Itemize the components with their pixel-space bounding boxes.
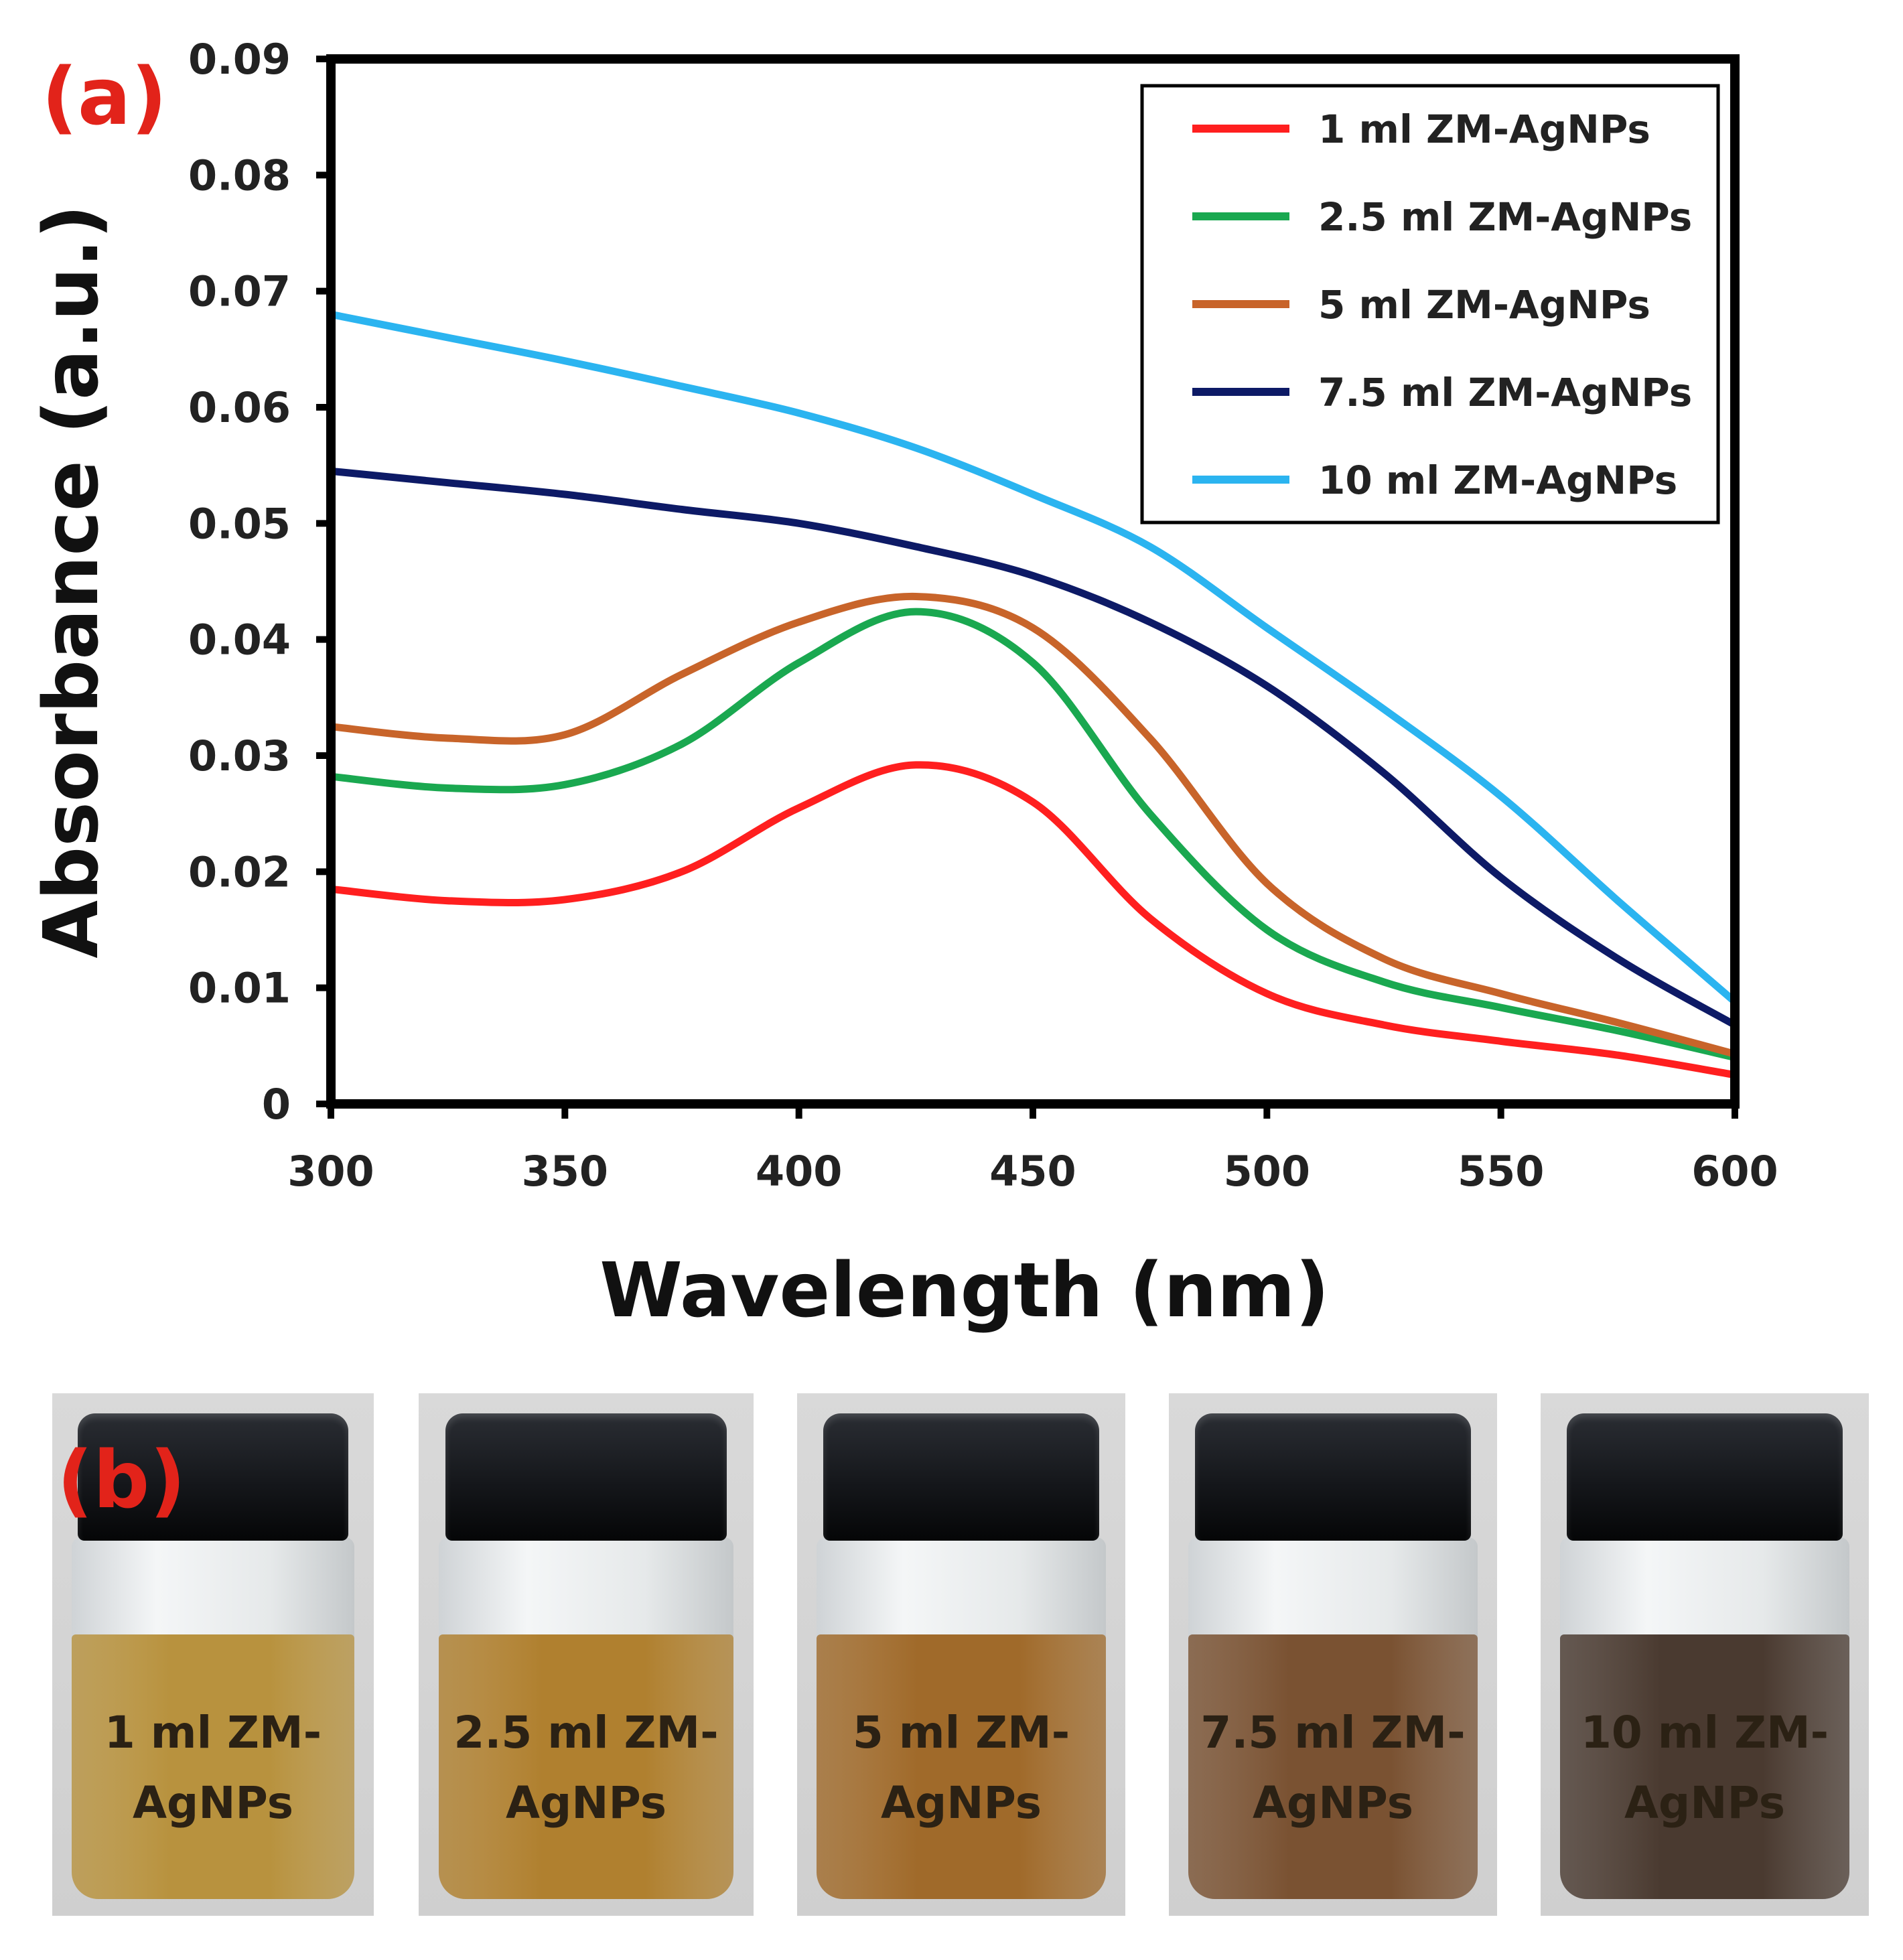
vial-photo: 2.5 ml ZM- AgNPs [419, 1393, 754, 1916]
x-axis-title: Wavelength (nm) [600, 1247, 1329, 1334]
y-tick-label: 0.07 [188, 267, 291, 316]
vial-cap [78, 1413, 348, 1541]
vial-label-line1: 1 ml ZM- [104, 1707, 322, 1758]
y-tick-label: 0.01 [188, 964, 291, 1013]
vial-photo: 7.5 ml ZM- AgNPs [1169, 1393, 1497, 1916]
legend-label: 7.5 ml ZM-AgNPs [1318, 370, 1692, 415]
vial-label-line2: AgNPs [880, 1777, 1042, 1829]
vial-label-line2: AgNPs [132, 1777, 294, 1829]
vial-label-line2: AgNPs [505, 1777, 667, 1829]
series-line-2 [327, 608, 1739, 1062]
y-tick-label: 0.04 [188, 616, 291, 664]
vial-photo: 5 ml ZM- AgNPs [797, 1393, 1125, 1916]
series-line-3 [327, 592, 1739, 1058]
panel-b-label: (b) [57, 1433, 186, 1526]
vial-photo: 1 ml ZM- AgNPs [52, 1393, 374, 1916]
vial-cap [445, 1413, 727, 1541]
vial-cap [1567, 1413, 1843, 1541]
y-tick-label: 0.05 [188, 499, 291, 548]
y-tick-label: 0.03 [188, 731, 291, 780]
vial-liquid [817, 1634, 1106, 1899]
series-line-1 [327, 761, 1739, 1079]
vial-liquid [71, 1634, 355, 1899]
panel-a-label: (a) [42, 50, 167, 143]
vial-cap [823, 1413, 1099, 1541]
y-tick-label: 0.06 [188, 383, 291, 432]
y-tick-label: 0.02 [188, 847, 291, 896]
legend-label: 2.5 ml ZM-AgNPs [1318, 194, 1692, 240]
vial-liquid [439, 1634, 733, 1899]
x-tick-label: 400 [756, 1147, 842, 1196]
y-tick-label: 0 [262, 1080, 291, 1129]
vial-label-line1: 7.5 ml ZM- [1200, 1707, 1466, 1758]
y-axis-title: Absorbance (a.u.) [28, 204, 115, 958]
vial-liquid [1560, 1634, 1849, 1899]
legend: 1 ml ZM-AgNPs 2.5 ml ZM-AgNPs 5 ml ZM-AgNP… [1140, 84, 1720, 524]
vial-label-line1: 10 ml ZM- [1580, 1707, 1829, 1758]
vial-label-line1: 5 ml ZM- [852, 1707, 1070, 1758]
series-line-5 [327, 310, 1739, 1005]
vial-photos-panel: 1 ml ZM- AgNPs 2.5 ml ZM- AgNPs 5 ml ZM- AgNP… [0, 1393, 1903, 1960]
y-tick-label: 0.08 [188, 151, 291, 200]
legend-label: 10 ml ZM-AgNPs [1318, 458, 1677, 503]
y-tick-label: 0.09 [188, 35, 291, 84]
x-tick-label: 550 [1458, 1147, 1544, 1196]
vial-label-line2: AgNPs [1252, 1777, 1414, 1829]
absorbance-chart: (a) 0 0.01 0.02 0.03 0.04 0.05 0.06 0.07 0.08 0.0… [28, 35, 1778, 1334]
vial-cap [1195, 1413, 1471, 1541]
legend-label: 5 ml ZM-AgNPs [1318, 282, 1650, 328]
vial-label-line2: AgNPs [1624, 1777, 1786, 1829]
vial-liquid [1188, 1634, 1478, 1899]
x-tick-label: 350 [522, 1147, 608, 1196]
vial-label-line1: 2.5 ml ZM- [453, 1707, 719, 1758]
legend-label: 1 ml ZM-AgNPs [1318, 107, 1650, 152]
x-tick-label: 500 [1224, 1147, 1310, 1196]
x-tick-label: 300 [287, 1147, 374, 1196]
series-line-4 [327, 467, 1739, 1029]
x-tick-label: 450 [989, 1147, 1076, 1196]
x-tick-label: 600 [1691, 1147, 1778, 1196]
vial-photo: 10 ml ZM- AgNPs [1541, 1393, 1869, 1916]
